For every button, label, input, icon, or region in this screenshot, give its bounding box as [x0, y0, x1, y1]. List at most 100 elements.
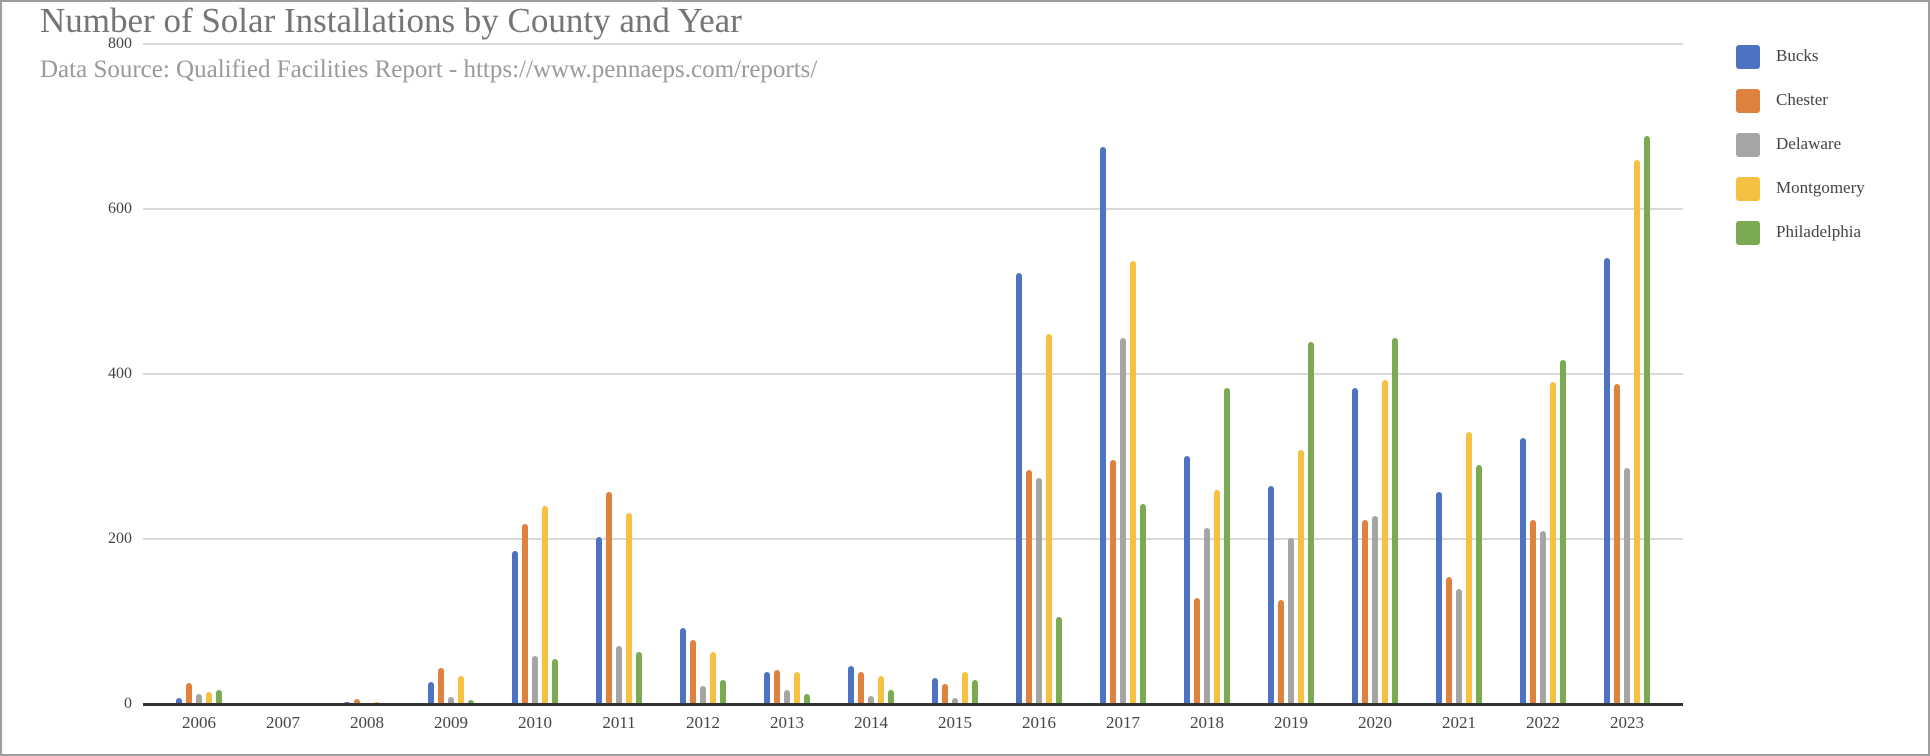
bar-delaware-2023: [1624, 468, 1630, 704]
bar-delaware-2006: [196, 694, 202, 704]
legend-swatch-icon: [1736, 177, 1760, 201]
legend-item-montgomery[interactable]: Montgomery: [1736, 177, 1916, 201]
legend-item-philadelphia[interactable]: Philadelphia: [1736, 221, 1916, 245]
bar-montgomery-2022: [1550, 382, 1556, 704]
legend-swatch-icon: [1736, 89, 1760, 113]
x-tick-label: 2016: [1022, 713, 1056, 732]
x-tick-label: 2006: [182, 713, 216, 732]
x-tick-label: 2014: [854, 713, 888, 732]
legend-item-bucks[interactable]: Bucks: [1736, 45, 1916, 69]
bar-chester-2016: [1026, 469, 1032, 704]
bar-philadelphia-2014: [888, 689, 894, 704]
bar-montgomery-2021: [1466, 431, 1472, 704]
bar-bucks-2011: [596, 536, 602, 704]
gridline: [143, 43, 1683, 45]
legend-swatch-icon: [1736, 133, 1760, 157]
bar-montgomery-2017: [1130, 260, 1136, 704]
bar-philadelphia-2010: [552, 658, 558, 704]
bar-bucks-2021: [1436, 491, 1442, 704]
bar-montgomery-2011: [626, 512, 632, 704]
bar-delaware-2018: [1204, 528, 1210, 704]
x-tick-label: 2010: [518, 713, 552, 732]
bar-bucks-2012: [680, 628, 686, 704]
bar-chester-2023: [1614, 383, 1620, 704]
x-tick-label: 2018: [1190, 713, 1224, 732]
chart-subtitle: Data Source: Qualified Facilities Report…: [40, 56, 818, 83]
x-tick-label: 2022: [1526, 713, 1560, 732]
x-axis-line: [143, 703, 1683, 706]
bar-bucks-2013: [764, 671, 770, 704]
legend-label: Philadelphia: [1776, 222, 1861, 241]
bar-delaware-2019: [1288, 538, 1294, 704]
bar-philadelphia-2017: [1140, 504, 1146, 704]
bar-chester-2019: [1278, 600, 1284, 704]
x-tick-label: 2012: [686, 713, 720, 732]
bar-philadelphia-2023: [1644, 135, 1650, 704]
bar-delaware-2011: [616, 646, 622, 704]
bar-philadelphia-2018: [1224, 388, 1230, 704]
bar-bucks-2019: [1268, 486, 1274, 704]
bar-chester-2020: [1362, 520, 1368, 704]
bar-delaware-2013: [784, 689, 790, 704]
bar-montgomery-2013: [794, 671, 800, 704]
bar-philadelphia-2022: [1560, 359, 1566, 704]
bar-philadelphia-2009: [468, 699, 474, 704]
bar-chester-2010: [522, 524, 528, 704]
bar-montgomery-2012: [710, 652, 716, 704]
legend-label: Bucks: [1776, 46, 1819, 65]
legend-label: Delaware: [1776, 134, 1842, 153]
bar-montgomery-2006: [206, 691, 212, 704]
y-tick-label: 400: [108, 365, 132, 382]
x-tick-label: 2023: [1610, 713, 1644, 732]
x-tick-label: 2021: [1442, 713, 1476, 732]
legend-item-chester[interactable]: Chester: [1736, 89, 1916, 113]
bar-montgomery-2020: [1382, 379, 1388, 704]
bar-chester-2006: [186, 683, 192, 704]
bar-chester-2008: [354, 699, 360, 704]
bar-delaware-2020: [1372, 515, 1378, 704]
x-tick-label: 2015: [938, 713, 972, 732]
bar-bucks-2022: [1520, 438, 1526, 704]
bar-chester-2021: [1446, 576, 1452, 704]
x-tick-label: 2017: [1106, 713, 1140, 732]
bar-montgomery-2018: [1214, 490, 1220, 704]
bar-bucks-2016: [1016, 272, 1022, 704]
bar-bucks-2017: [1100, 147, 1106, 704]
x-tick-label: 2009: [434, 713, 468, 732]
gridline: [143, 373, 1683, 375]
bar-philadelphia-2015: [972, 680, 978, 704]
bar-delaware-2009: [448, 696, 454, 704]
bar-chester-2009: [438, 667, 444, 704]
legend-item-delaware[interactable]: Delaware: [1736, 133, 1916, 157]
bar-bucks-2008: [344, 701, 350, 704]
legend-swatch-icon: [1736, 221, 1760, 245]
bar-montgomery-2014: [878, 675, 884, 704]
bar-philadelphia-2012: [720, 680, 726, 704]
bar-delaware-2015: [952, 698, 958, 704]
bar-montgomery-2010: [542, 506, 548, 704]
bar-philadelphia-2019: [1308, 341, 1314, 704]
x-tick-label: 2011: [602, 713, 636, 732]
bar-bucks-2009: [428, 681, 434, 704]
legend-label: Montgomery: [1776, 178, 1865, 197]
gridline: [143, 538, 1683, 540]
bar-bucks-2015: [932, 677, 938, 704]
bar-chester-2022: [1530, 520, 1536, 704]
bar-philadelphia-2020: [1392, 337, 1398, 704]
y-tick-label: 600: [108, 200, 132, 217]
bar-bucks-2006: [176, 698, 182, 704]
bar-delaware-2016: [1036, 477, 1042, 704]
chart-title: Number of Solar Installations by County …: [40, 1, 742, 40]
x-tick-label: 2007: [266, 713, 300, 732]
bar-montgomery-2019: [1298, 449, 1304, 704]
bar-bucks-2023: [1604, 257, 1610, 704]
bar-chester-2013: [774, 670, 780, 704]
gridline: [143, 208, 1683, 210]
bar-philadelphia-2011: [636, 652, 642, 704]
bar-delaware-2021: [1456, 588, 1462, 704]
bar-philadelphia-2021: [1476, 464, 1482, 704]
y-tick-label: 0: [124, 695, 132, 712]
x-tick-label: 2019: [1274, 713, 1308, 732]
bar-chester-2012: [690, 639, 696, 704]
